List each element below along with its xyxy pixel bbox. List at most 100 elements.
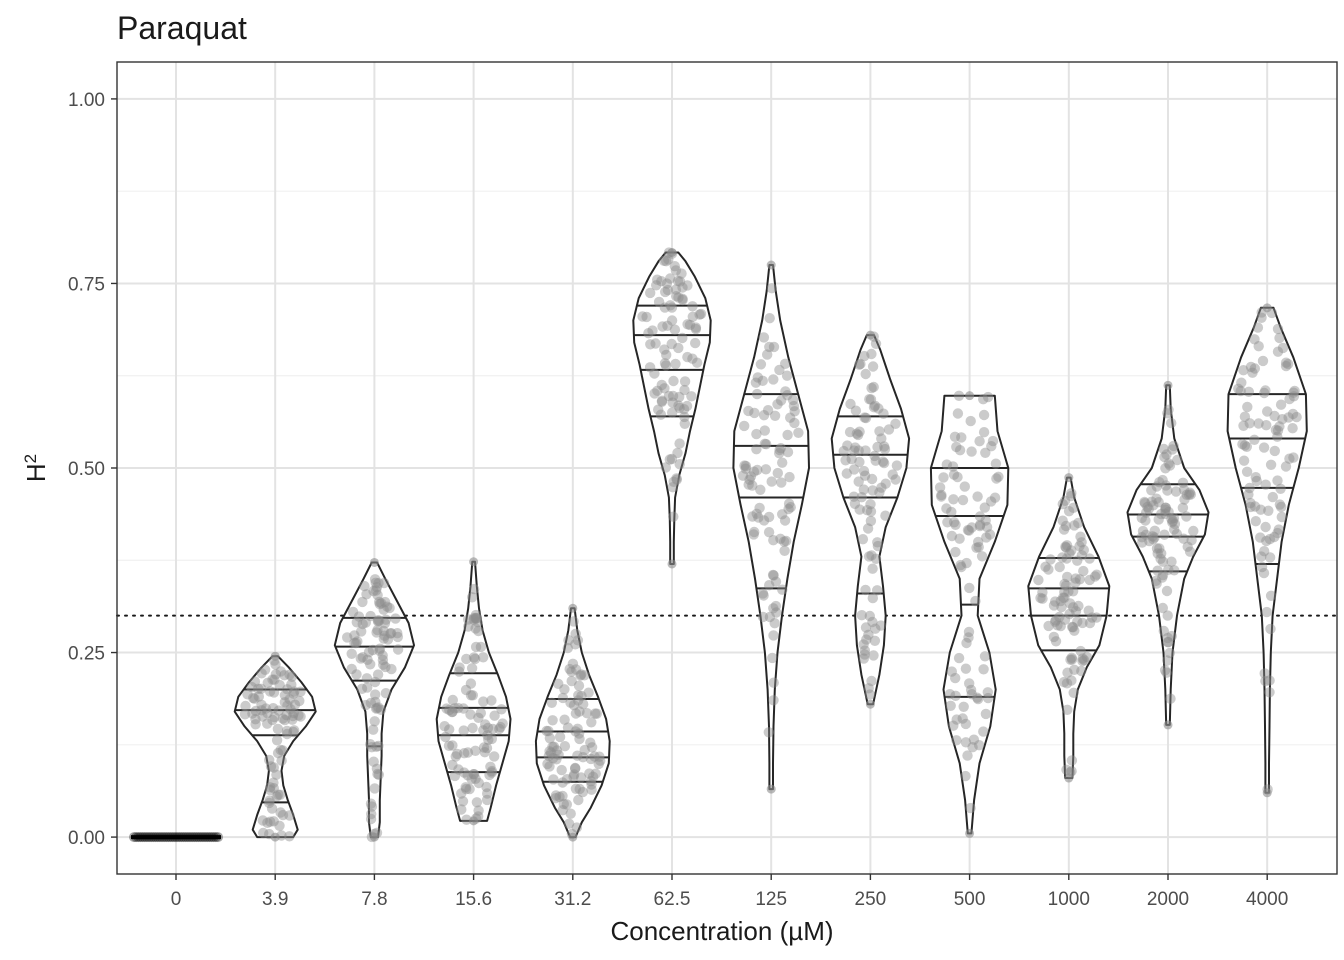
data-point [751, 508, 762, 519]
data-point [541, 725, 552, 737]
data-point [577, 786, 588, 798]
data-point [352, 636, 363, 647]
data-point [150, 832, 161, 843]
data-point [870, 553, 882, 564]
data-point [858, 484, 869, 495]
data-point [544, 761, 555, 772]
data-point [1237, 439, 1248, 450]
data-point [844, 426, 856, 438]
data-point [487, 723, 499, 735]
data-point [783, 498, 795, 509]
data-point [887, 469, 898, 480]
data-point [1057, 498, 1069, 510]
data-point [1076, 537, 1087, 548]
data-point [380, 661, 391, 673]
data-point [766, 476, 777, 487]
data-point [1178, 484, 1190, 495]
data-point [972, 491, 983, 502]
data-point [766, 260, 776, 270]
data-point [967, 742, 978, 753]
data-point [572, 723, 583, 734]
data-point [373, 769, 384, 780]
data-point [202, 832, 213, 843]
data-point [262, 677, 273, 688]
data-point [1061, 540, 1073, 551]
data-point [133, 832, 144, 843]
data-point [374, 643, 386, 654]
data-point [957, 494, 969, 506]
data-point [870, 338, 882, 349]
data-point [865, 330, 875, 340]
data-point [570, 639, 581, 650]
data-point [165, 832, 176, 843]
data-point [739, 460, 750, 471]
data-point [257, 711, 268, 722]
data-point [653, 296, 665, 308]
data-point [849, 498, 861, 509]
data-point [547, 741, 558, 752]
data-point [872, 537, 883, 548]
data-point [566, 675, 577, 687]
data-point [479, 747, 490, 758]
data-point [1063, 506, 1075, 517]
data-point [377, 654, 389, 666]
data-point [864, 394, 875, 405]
data-point [195, 832, 206, 843]
data-point [185, 832, 195, 843]
data-point [178, 832, 189, 843]
data-point [189, 832, 200, 843]
data-point [473, 777, 484, 789]
data-point [1274, 421, 1285, 432]
data-point [272, 723, 284, 735]
point-layer [129, 247, 1302, 843]
data-point [1136, 532, 1148, 543]
data-point [572, 750, 583, 761]
data-point [496, 704, 507, 715]
data-point [1284, 453, 1295, 464]
data-point [1162, 485, 1173, 496]
data-point [962, 750, 973, 761]
data-point [1250, 516, 1262, 527]
data-point [753, 512, 764, 523]
data-point [677, 282, 688, 293]
data-point [747, 511, 758, 522]
data-point [1264, 687, 1275, 698]
data-point [1068, 502, 1079, 513]
data-point [275, 666, 286, 677]
data-point [1245, 361, 1257, 373]
data-point [661, 349, 672, 361]
data-point [1076, 550, 1088, 561]
data-point [1259, 668, 1270, 679]
data-point [673, 400, 684, 411]
data-point [360, 699, 371, 711]
data-point [858, 653, 869, 664]
data-point [1067, 586, 1079, 597]
data-point [544, 733, 556, 744]
data-point [737, 470, 749, 481]
data-point [1253, 418, 1264, 429]
data-point [874, 426, 885, 437]
data-point [665, 300, 676, 311]
data-point [1066, 652, 1077, 663]
data-point [1262, 303, 1272, 313]
data-point [1148, 500, 1159, 511]
data-point [780, 386, 791, 397]
data-point [960, 770, 971, 782]
data-point [666, 338, 677, 350]
data-point [462, 770, 473, 781]
data-point [361, 673, 373, 684]
data-point [275, 807, 286, 818]
data-point [768, 630, 779, 641]
y-tick-label: 0.50 [68, 459, 105, 480]
data-point [764, 341, 775, 353]
data-point [789, 417, 800, 429]
data-point [868, 381, 879, 393]
data-point [846, 453, 857, 465]
data-point [945, 700, 956, 711]
data-point [740, 463, 751, 474]
data-point [865, 506, 877, 517]
x-tick-label: 2000 [1147, 889, 1189, 910]
data-point [347, 606, 359, 618]
data-point [1250, 472, 1262, 483]
data-point [267, 714, 278, 726]
